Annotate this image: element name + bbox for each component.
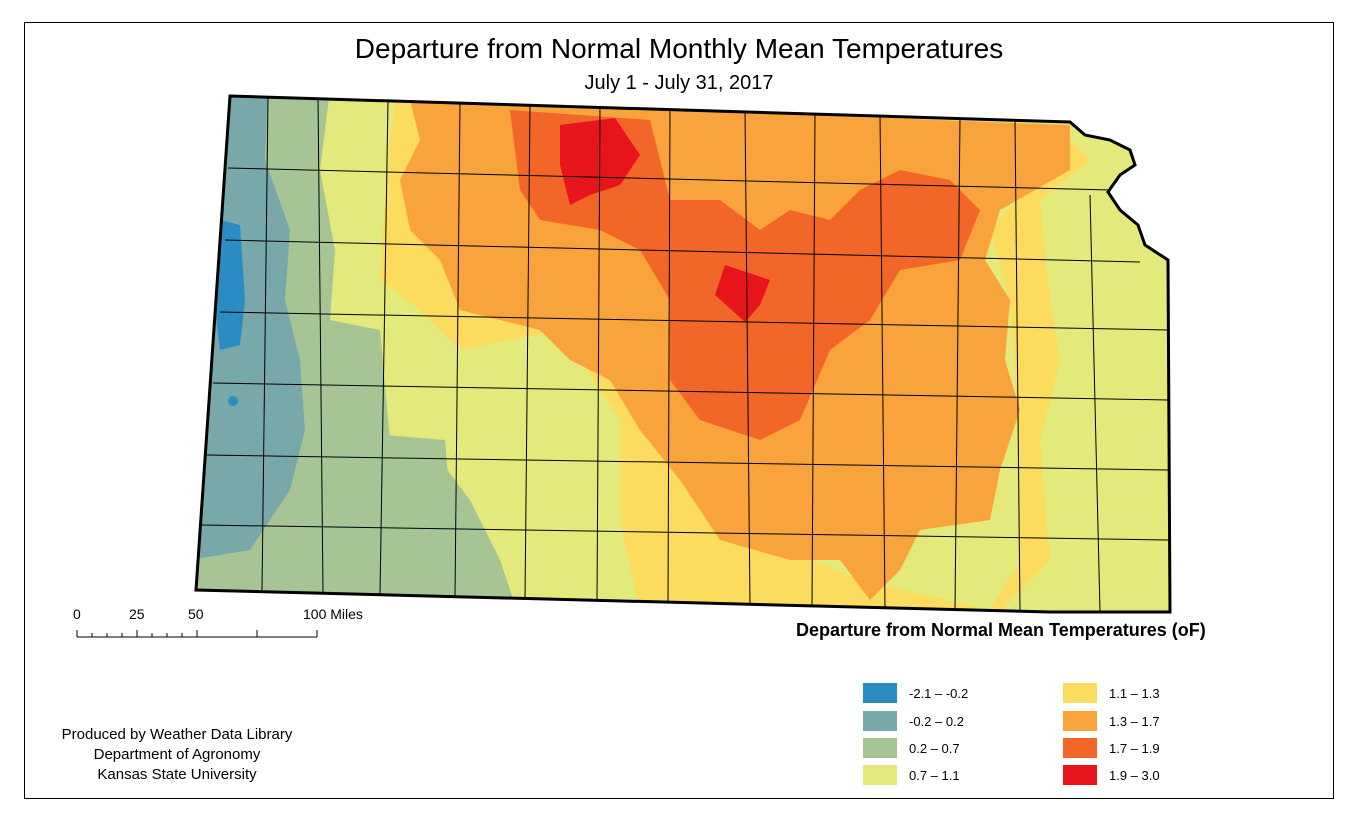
legend-label: -0.2 – 0.2 bbox=[909, 714, 964, 729]
legend-label: 1.7 – 1.9 bbox=[1109, 741, 1160, 756]
legend-swatch bbox=[863, 765, 897, 785]
legend: -2.1 – -0.2 -0.2 – 0.2 0.2 – 0.7 0.7 – 1… bbox=[863, 683, 1203, 793]
scale-label-50: 50 bbox=[188, 606, 204, 622]
legend-title: Departure from Normal Mean Temperatures … bbox=[796, 620, 1206, 640]
map-frame bbox=[24, 22, 1334, 799]
credits-line-2: Department of Agronomy bbox=[93, 746, 261, 763]
region-0.2-0.7-sw bbox=[385, 435, 500, 600]
legend-label: 1.1 – 1.3 bbox=[1109, 686, 1160, 701]
legend-swatch bbox=[863, 683, 897, 703]
legend-label: 1.3 – 1.7 bbox=[1109, 714, 1160, 729]
scale-label-25: 25 bbox=[129, 606, 145, 622]
credits-line-1: Produced by Weather Data Library bbox=[61, 726, 293, 743]
legend-label: 0.2 – 0.7 bbox=[909, 741, 960, 756]
scale-label-100-miles: 100 Miles bbox=[303, 606, 363, 622]
map-title: Departure from Normal Monthly Mean Tempe… bbox=[354, 33, 1004, 64]
legend-swatch bbox=[1063, 738, 1097, 758]
county-boundaries bbox=[201, 96, 1169, 612]
scale-bar bbox=[76, 630, 318, 638]
scale-label-0: 0 bbox=[73, 606, 81, 622]
legend-label: 1.9 – 3.0 bbox=[1109, 768, 1160, 783]
legend-label: 0.7 – 1.1 bbox=[909, 768, 960, 783]
temperature-regions bbox=[196, 96, 1170, 612]
legend-swatch bbox=[1063, 711, 1097, 731]
legend-label: -2.1 – -0.2 bbox=[909, 686, 969, 701]
legend-swatch bbox=[863, 738, 897, 758]
map-subtitle: July 1 - July 31, 2017 bbox=[584, 72, 774, 94]
credits-line-3: Kansas State University bbox=[97, 766, 257, 783]
credits: Produced by Weather Data Library Departm… bbox=[24, 725, 330, 785]
legend-swatch bbox=[863, 711, 897, 731]
legend-swatch bbox=[1063, 765, 1097, 785]
kansas-state-outline bbox=[194, 94, 1172, 614]
region-neg2.1-neg0.2-spot bbox=[228, 396, 238, 406]
region-neg2.1-neg0.2 bbox=[214, 220, 245, 350]
legend-swatch bbox=[1063, 683, 1097, 703]
region-1.9-3.0-central bbox=[715, 265, 770, 322]
